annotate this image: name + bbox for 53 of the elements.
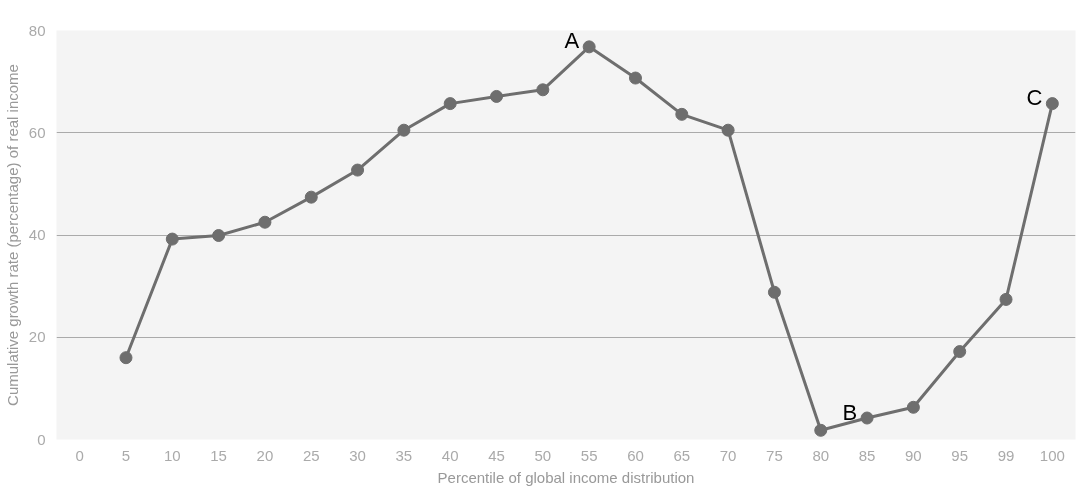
y-tick-label: 0 <box>37 430 46 448</box>
x-tick-label: 100 <box>1039 446 1065 464</box>
x-axis-title: Percentile of global income distribution <box>437 468 695 486</box>
point <box>814 423 828 437</box>
x-tick-label: 45 <box>488 446 505 464</box>
x-tick-label: 90 <box>905 446 922 464</box>
point <box>721 123 735 137</box>
point <box>906 400 920 414</box>
point <box>443 97 457 111</box>
x-tick-label: 50 <box>534 446 552 464</box>
x-tick-label: 55 <box>580 446 598 464</box>
point <box>767 285 781 299</box>
point <box>860 411 874 425</box>
point <box>675 107 689 121</box>
annotation: C <box>1026 85 1043 111</box>
point <box>999 292 1013 306</box>
point <box>953 345 967 359</box>
point <box>258 215 272 229</box>
point <box>351 163 365 177</box>
y-tick-label: 40 <box>28 226 46 243</box>
y-tick-label: 80 <box>28 21 46 39</box>
x-tick-label: 65 <box>673 446 691 464</box>
x-tick-label: 85 <box>858 446 876 464</box>
x-tick-label: 35 <box>395 446 413 464</box>
point <box>119 351 133 365</box>
point <box>397 123 411 137</box>
x-tick-label: 30 <box>349 446 366 464</box>
x-tick-label: 15 <box>210 446 227 464</box>
y-axis-title: Cumulative growth rate (percentage) of real income <box>3 64 21 406</box>
x-tick-label: 20 <box>256 446 274 464</box>
y-tick-label: 20 <box>28 328 46 346</box>
point <box>582 40 596 54</box>
point <box>536 83 550 97</box>
x-tick-label: 5 <box>121 446 131 464</box>
x-tick-label: 10 <box>163 446 181 464</box>
annotation: B <box>842 399 858 425</box>
point <box>212 229 226 242</box>
point <box>304 190 318 204</box>
x-tick-label: 25 <box>302 446 320 464</box>
x-tick-label: 0 <box>75 446 84 464</box>
point <box>490 89 504 103</box>
x-tick-label: 99 <box>997 446 1015 464</box>
point <box>1045 97 1059 111</box>
point <box>628 71 642 85</box>
x-tick-label: 60 <box>627 446 644 464</box>
x-tick-label: 95 <box>951 446 969 464</box>
x-tick-label: 75 <box>766 446 783 464</box>
annotation: A <box>564 28 580 54</box>
x-tick-label: 40 <box>441 446 459 464</box>
y-tick-label: 60 <box>28 123 46 141</box>
x-tick-label: 80 <box>812 446 830 464</box>
point <box>165 232 179 246</box>
x-tick-label: 70 <box>719 446 737 464</box>
